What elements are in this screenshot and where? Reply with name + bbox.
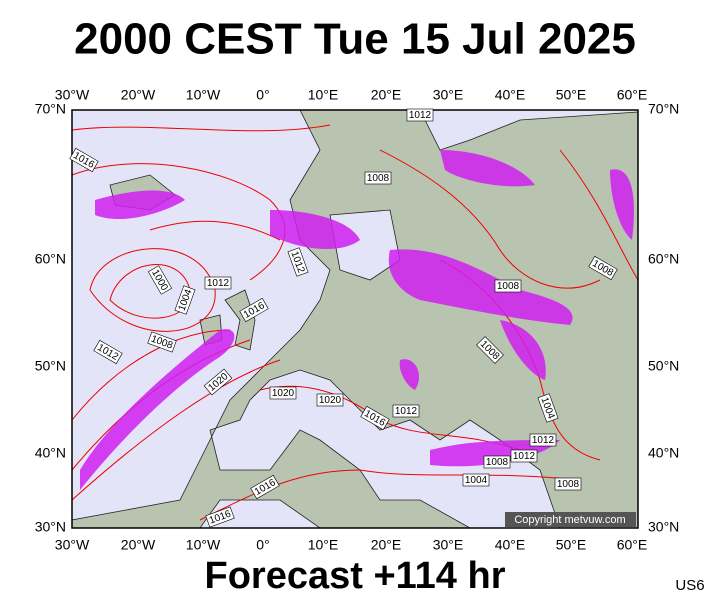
isobar-label-text: 1012 [513, 451, 536, 462]
lon-label: 40°E [495, 537, 526, 553]
lon-label: 0° [256, 537, 269, 553]
copyright: Copyright metvuw.com [514, 514, 625, 526]
lon-label: 50°E [556, 87, 587, 103]
lon-label: 10°E [308, 537, 339, 553]
isobar-label: 1012 [406, 108, 434, 122]
lon-label: 10°W [186, 87, 221, 103]
lon-label: 10°E [308, 87, 339, 103]
lat-label: 40°N [35, 445, 66, 461]
isobar-label-box [69, 147, 99, 173]
isobar-label: 1004 [462, 473, 490, 487]
map-area: Copyright metvuw.com [71, 109, 639, 529]
lon-label: 30°W [55, 87, 90, 103]
isobar-label-text: 1020 [272, 388, 295, 399]
isobar-label-box [483, 455, 511, 469]
lat-label: 70°N [648, 101, 679, 117]
isobar-label-box [287, 247, 309, 277]
lon-label: 30°W [55, 537, 90, 553]
isobar-label-box [392, 404, 420, 418]
lat-label: 30°N [648, 519, 679, 535]
isobar-label-box [529, 433, 557, 447]
lat-label: 70°N [35, 101, 66, 117]
isobar-label: 1020 [316, 393, 344, 407]
isobar-label: 1020 [269, 386, 297, 400]
isobar-label-box [174, 285, 196, 315]
lon-label: 20°E [371, 537, 402, 553]
lon-label: 60°E [617, 87, 648, 103]
isobar-label-text: 1004 [465, 475, 488, 486]
isobar-label-box [239, 297, 269, 323]
isobar-label: 1008 [554, 477, 582, 491]
isobar-label: 1016 [205, 506, 235, 528]
copyright-box [505, 512, 636, 527]
isobar-label-box [360, 405, 390, 431]
isobar-label: 1012 [529, 433, 557, 447]
isobar-label-box [205, 506, 235, 528]
isobar-label-box [147, 265, 173, 295]
lat-label: 60°N [648, 251, 679, 267]
lat-label: 30°N [35, 519, 66, 535]
isobar-label-text: 1008 [367, 173, 390, 184]
isobar-label-box [204, 276, 232, 290]
isobar-label-box [510, 449, 538, 463]
lon-label: 20°E [371, 87, 402, 103]
isobar-label-box [250, 474, 280, 500]
isobar-label: 1012 [204, 276, 232, 290]
precipitation [80, 150, 634, 490]
isobar-label-box [364, 171, 392, 185]
lon-label: 50°E [556, 537, 587, 553]
isobar-label-box [406, 108, 434, 122]
isobar-label-box [269, 386, 297, 400]
map-frame [71, 109, 639, 529]
isobar-label-box [537, 393, 559, 423]
isobar-label: 1012 [392, 404, 420, 418]
lon-label: 30°E [433, 537, 464, 553]
isobar-label-text: 1020 [319, 395, 342, 406]
lat-label: 40°N [648, 445, 679, 461]
lon-label: 0° [256, 87, 269, 103]
isobar-label-box [147, 331, 177, 353]
isobar-label-text: 1012 [532, 435, 555, 446]
lat-label: 50°N [35, 358, 66, 374]
isobar-label-box [554, 477, 582, 491]
title: 2000 CEST Tue 15 Jul 2025 [74, 15, 636, 64]
isobar-label-box [588, 255, 618, 281]
isobar-label: 1008 [494, 279, 522, 293]
isobar-label-text: 1008 [557, 479, 580, 490]
lon-label: 20°W [121, 87, 156, 103]
isobar-label-text: 1008 [486, 457, 509, 468]
isobar-label-box [203, 368, 233, 396]
lon-label: 40°E [495, 87, 526, 103]
isobars [71, 124, 639, 521]
lon-label: 20°W [121, 537, 156, 553]
lon-label: 60°E [617, 537, 648, 553]
forecast-label: Forecast +114 hr [204, 555, 505, 597]
isobar-label-box [462, 473, 490, 487]
lon-label: 30°E [433, 87, 464, 103]
isobar-label-box [316, 393, 344, 407]
lat-label: 60°N [35, 251, 66, 267]
lat-label: 50°N [648, 358, 679, 374]
lon-label: 10°W [186, 537, 221, 553]
isobar-label-text: 1012 [395, 406, 418, 417]
model-label: US6 [675, 577, 704, 594]
isobar-label-box [494, 279, 522, 293]
isobar-label: 1012 [510, 449, 538, 463]
isobar-label: 1008 [364, 171, 392, 185]
isobar-label-text: 1012 [207, 278, 230, 289]
isobar-label: 1008 [483, 455, 511, 469]
isobar-label-box [93, 339, 123, 365]
isobar-label-text: 1012 [409, 110, 432, 121]
isobar-label-box [476, 336, 504, 364]
isobar-label-text: 1008 [497, 281, 520, 292]
